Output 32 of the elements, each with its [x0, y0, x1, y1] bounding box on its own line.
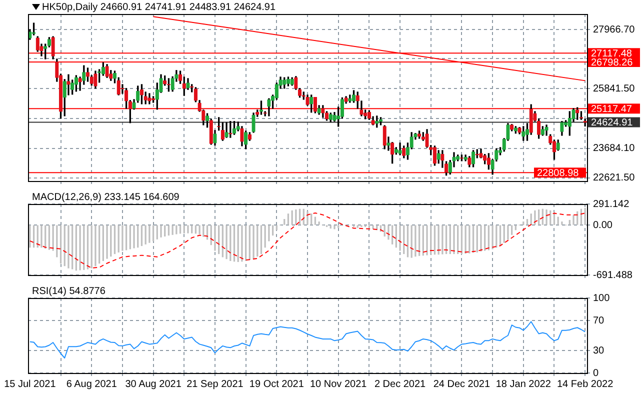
y-tick-label: 0.00 — [593, 220, 613, 231]
y-tick-label: -691.488 — [593, 270, 633, 281]
chart-title: MACD(12,26,9) 233.145 164.609 — [32, 192, 180, 203]
y-tick-label: 30 — [593, 345, 605, 356]
y-tick-label: 0 — [593, 368, 599, 379]
chart-title: HK50p,Daily 24660.91 24741.91 24483.91 24624.91 — [42, 2, 276, 13]
y-tick-label: 25841.50 — [593, 83, 636, 94]
x-tick-label: 21 Sep 2021 — [186, 378, 244, 390]
y-tick-label: 291.142 — [593, 198, 630, 210]
ref-line-label: 22808.98 — [537, 168, 580, 179]
ref-line-label: 27117.48 — [591, 48, 632, 60]
y-tick-label: 23684.10 — [593, 143, 636, 154]
x-tick-label: 14 Feb 2022 — [556, 378, 614, 390]
candlestick — [66, 74, 70, 96]
x-tick-label: 24 Dec 2021 — [433, 378, 490, 390]
x-tick-label: 6 Aug 2021 — [66, 378, 118, 390]
x-tick-label: 18 Jan 2022 — [496, 378, 552, 390]
ref-line-label: 25117.47 — [591, 104, 632, 115]
y-tick-label: 27966.70 — [593, 24, 636, 36]
ref-line-label: 26798.26 — [591, 57, 634, 68]
x-tick-label: 19 Oct 2021 — [249, 378, 304, 390]
y-tick-label: 100 — [593, 292, 610, 304]
y-tick-label: 70 — [593, 315, 605, 326]
line-series — [29, 212, 586, 269]
x-tick-label: 15 Jul 2021 — [4, 378, 56, 390]
chart-title: RSI(14) 54.8776 — [32, 286, 106, 297]
candlestick — [386, 136, 390, 151]
y-tick-label: 22621.50 — [593, 172, 636, 184]
x-tick-label: 30 Aug 2021 — [125, 378, 182, 390]
ref-line-label: 24624.91 — [591, 117, 634, 128]
x-tick-label: 2 Dec 2021 — [374, 378, 426, 390]
x-tick-label: 10 Nov 2021 — [310, 378, 368, 390]
